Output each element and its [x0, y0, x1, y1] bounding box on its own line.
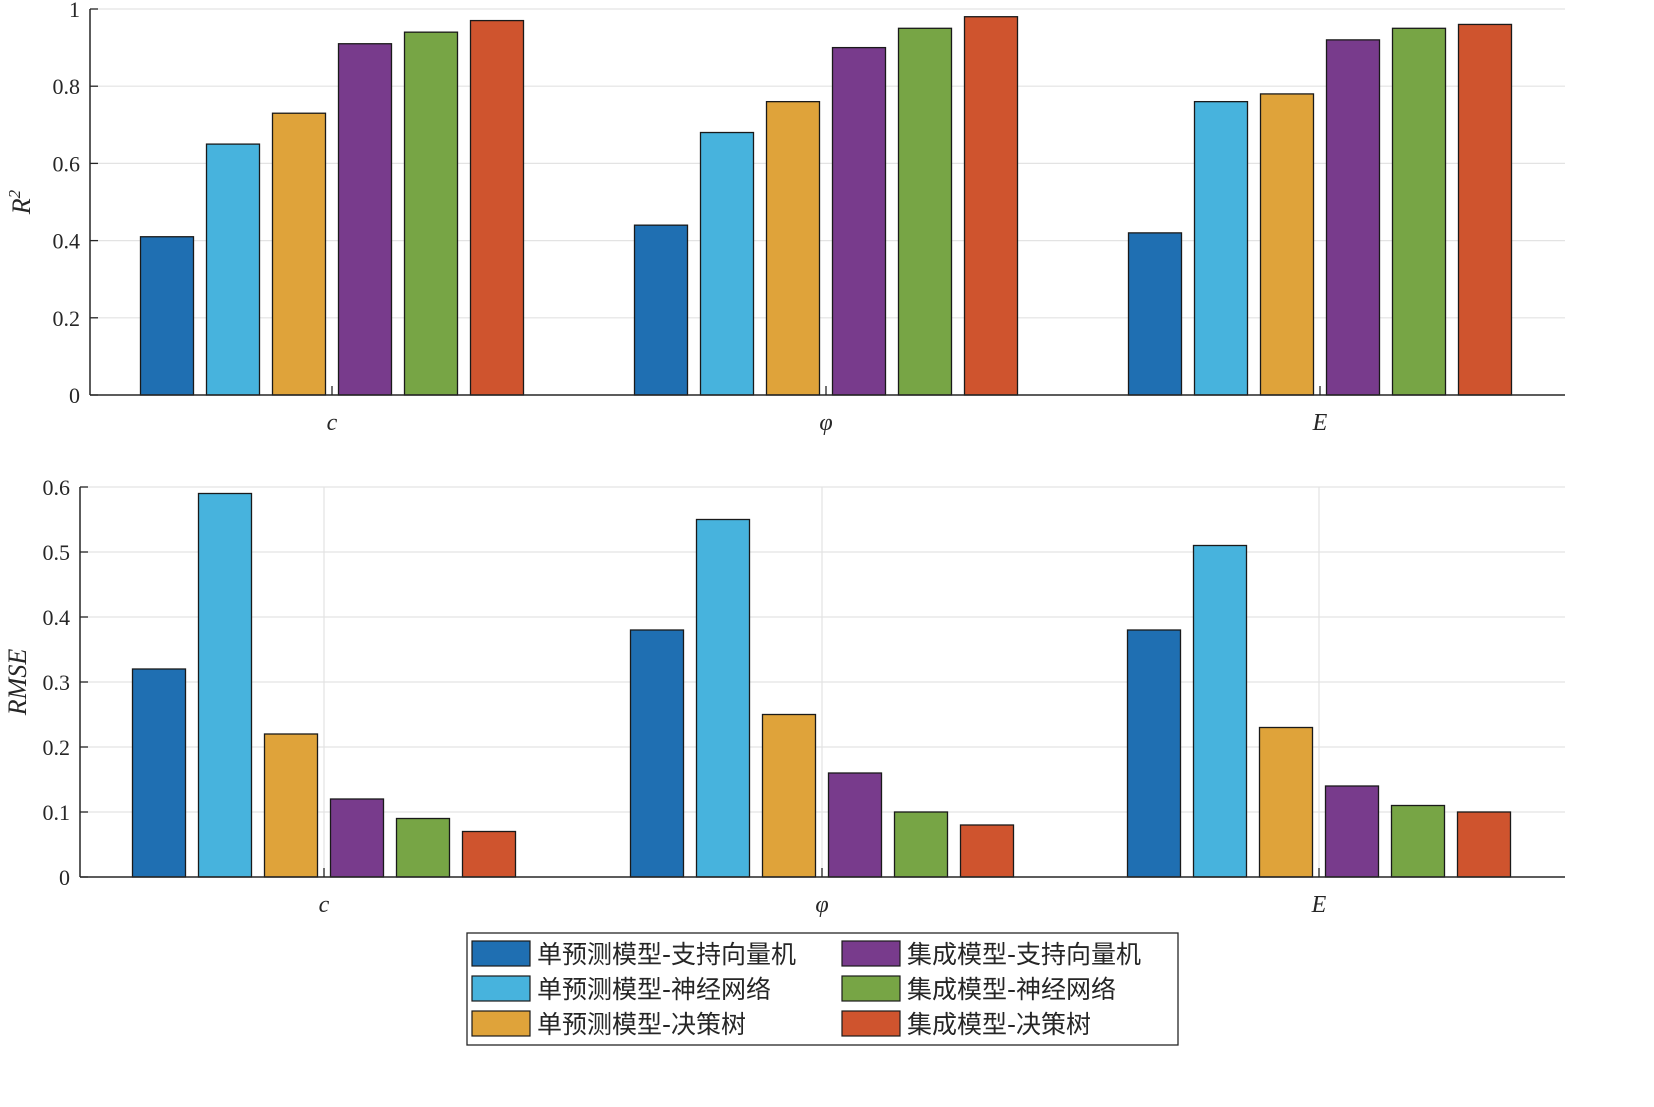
y-axis-label-text: RMSE	[3, 649, 32, 717]
bar	[1391, 27, 1447, 396]
bar	[139, 236, 195, 396]
legend-label: 集成模型-神经网络	[907, 975, 1116, 1004]
legend-label: 单预测模型-神经网络	[537, 975, 771, 1004]
category-label: c	[327, 410, 338, 436]
y-tick-label: 0.2	[43, 735, 71, 760]
category-label: E	[1312, 410, 1328, 436]
bar	[1259, 93, 1315, 396]
rmse-chart-panel: 0 0.1 0.2 0.3 0.4 0.5 0.6 c φ E RMSE	[3, 475, 1565, 918]
bar	[131, 668, 187, 878]
bar	[197, 492, 253, 878]
category-label: E	[1311, 892, 1327, 918]
bar	[893, 811, 949, 878]
y-axis-label: RMSE	[3, 649, 32, 717]
bars	[131, 492, 1512, 878]
y-axis-label-text: R	[7, 198, 36, 215]
y-axis-label-superscript: 2	[5, 189, 24, 198]
bar	[761, 713, 817, 878]
category-label: c	[319, 892, 330, 918]
bar	[205, 143, 261, 396]
bar	[1324, 785, 1380, 878]
legend-box	[466, 932, 1179, 1046]
axes: 0 0.1 0.2 0.3 0.4 0.5 0.6 c φ E RMSE	[3, 475, 1565, 918]
bar	[897, 27, 953, 396]
y-tick-label: 0.4	[53, 229, 81, 254]
bar	[337, 43, 393, 396]
grid	[90, 8, 1565, 319]
bar	[329, 798, 385, 878]
y-tick-label: 0.5	[43, 540, 71, 565]
legend-item: 单预测模型-支持向量机	[471, 940, 796, 969]
bar	[629, 629, 685, 878]
bar	[1127, 232, 1183, 396]
legend-item: 集成模型-支持向量机	[841, 940, 1141, 969]
bar	[633, 224, 689, 396]
bar	[461, 830, 517, 878]
bar	[1192, 544, 1248, 878]
r2-chart-panel: 0 0.2 0.4 0.6 0.8 1 c φ E R2	[5, 0, 1565, 436]
legend-swatch	[841, 1010, 901, 1037]
y-tick-label: 0.8	[53, 74, 81, 99]
legend-label: 单预测模型-决策树	[537, 1010, 746, 1039]
bar	[695, 518, 751, 878]
bar	[1258, 726, 1314, 878]
bar	[765, 100, 821, 396]
y-tick-label: 0	[59, 865, 70, 890]
legend-swatch	[841, 940, 901, 967]
grid	[80, 486, 1565, 877]
bar	[1457, 23, 1513, 396]
y-tick-label: 0.6	[53, 151, 81, 176]
legend-item: 集成模型-神经网络	[841, 975, 1116, 1004]
bar	[403, 31, 459, 396]
y-tick-label: 1	[69, 0, 80, 22]
bar	[1193, 100, 1249, 396]
bar	[831, 46, 887, 396]
bar	[1126, 629, 1182, 878]
bar	[1325, 39, 1381, 396]
bar	[1390, 804, 1446, 878]
legend-swatch	[471, 940, 531, 967]
bar	[469, 19, 525, 396]
y-tick-label: 0	[69, 383, 80, 408]
legend-item: 单预测模型-决策树	[471, 1010, 746, 1039]
bar	[699, 131, 755, 396]
bar	[263, 733, 319, 878]
legend-label: 集成模型-支持向量机	[907, 940, 1141, 969]
y-axis-label: R2	[5, 189, 36, 215]
y-tick-label: 0.3	[43, 670, 71, 695]
bar	[271, 112, 327, 396]
y-tick-label: 0.2	[53, 306, 81, 331]
bars	[139, 16, 1513, 396]
legend-label: 集成模型-决策树	[907, 1010, 1091, 1039]
legend-swatch	[471, 975, 531, 1002]
bar	[395, 817, 451, 878]
legend-item: 单预测模型-神经网络	[471, 975, 771, 1004]
bar	[1456, 811, 1512, 878]
legend-swatch	[841, 975, 901, 1002]
y-tick-label: 0.6	[43, 475, 71, 500]
axes: 0 0.2 0.4 0.6 0.8 1 c φ E R2	[5, 0, 1565, 436]
y-tick-label: 0.4	[43, 605, 71, 630]
y-tick-label: 0.1	[43, 800, 71, 825]
bar	[827, 772, 883, 878]
legend-label: 单预测模型-支持向量机	[537, 940, 796, 969]
category-label: φ	[819, 410, 832, 436]
category-label: φ	[815, 892, 828, 918]
bar	[963, 16, 1019, 396]
legend-item: 集成模型-决策树	[841, 1010, 1091, 1039]
legend-swatch	[471, 1010, 531, 1037]
bar	[959, 824, 1015, 878]
